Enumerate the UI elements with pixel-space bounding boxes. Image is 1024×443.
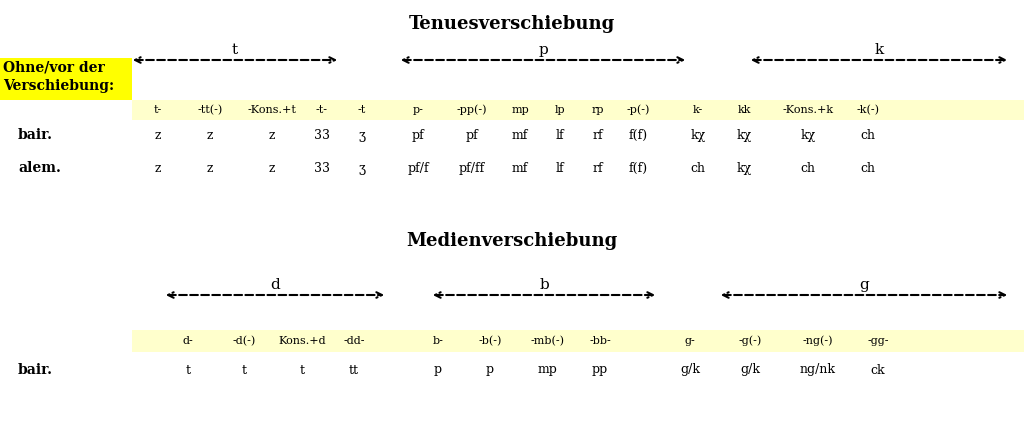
Text: kχ: kχ — [736, 162, 752, 175]
Text: kk: kk — [737, 105, 751, 115]
Text: k: k — [874, 43, 884, 57]
Text: rp: rp — [592, 105, 604, 115]
Text: -Kons.+t: -Kons.+t — [248, 105, 296, 115]
Text: -t-: -t- — [316, 105, 328, 115]
Text: -t: -t — [357, 105, 367, 115]
Text: Verschiebung:: Verschiebung: — [3, 79, 114, 93]
Text: -dd-: -dd- — [343, 336, 365, 346]
Text: z: z — [207, 128, 213, 141]
Text: b: b — [539, 278, 549, 292]
Text: d: d — [270, 278, 280, 292]
Text: mp: mp — [538, 364, 558, 377]
Text: ch: ch — [860, 128, 876, 141]
Text: mf: mf — [512, 128, 528, 141]
Bar — [132, 330, 1024, 352]
Bar — [132, 100, 1024, 120]
Text: mp: mp — [511, 105, 528, 115]
Text: p: p — [434, 364, 442, 377]
Text: k-: k- — [693, 105, 703, 115]
Text: rf: rf — [593, 162, 603, 175]
Text: g-: g- — [685, 336, 695, 346]
Text: alem.: alem. — [18, 161, 60, 175]
Text: mf: mf — [512, 162, 528, 175]
Text: ng/nk: ng/nk — [800, 364, 836, 377]
Text: bair.: bair. — [18, 128, 53, 142]
Text: Ohne/vor der: Ohne/vor der — [3, 60, 104, 74]
Text: g: g — [859, 278, 869, 292]
Text: ck: ck — [870, 364, 886, 377]
Text: t: t — [242, 364, 247, 377]
Text: -ng(-): -ng(-) — [803, 336, 834, 346]
Text: pp: pp — [592, 364, 608, 377]
Text: p: p — [539, 43, 548, 57]
Text: g/k: g/k — [740, 364, 760, 377]
Text: tt: tt — [349, 364, 359, 377]
Text: ʒ: ʒ — [358, 162, 366, 175]
Text: kχ: kχ — [736, 128, 752, 141]
Text: -bb-: -bb- — [589, 336, 611, 346]
Text: g/k: g/k — [680, 364, 700, 377]
Text: t-: t- — [154, 105, 162, 115]
Text: pf/f: pf/f — [408, 162, 429, 175]
Text: -b(-): -b(-) — [478, 336, 502, 346]
Text: kχ: kχ — [690, 128, 706, 141]
Text: -Kons.+k: -Kons.+k — [782, 105, 834, 115]
Text: lf: lf — [556, 128, 564, 141]
Text: f(f): f(f) — [629, 162, 647, 175]
Text: t: t — [232, 43, 238, 57]
Text: -tt(-): -tt(-) — [198, 105, 222, 115]
Text: -gg-: -gg- — [867, 336, 889, 346]
Text: 33: 33 — [314, 128, 330, 141]
Text: lf: lf — [556, 162, 564, 175]
Text: Kons.+d: Kons.+d — [279, 336, 326, 346]
Text: t: t — [299, 364, 304, 377]
Text: z: z — [155, 128, 161, 141]
Text: z: z — [268, 162, 275, 175]
Text: kχ: kχ — [801, 128, 816, 141]
Text: t: t — [185, 364, 190, 377]
Text: -pp(-): -pp(-) — [457, 105, 487, 115]
Text: pf: pf — [466, 128, 478, 141]
Text: z: z — [155, 162, 161, 175]
Text: b-: b- — [432, 336, 443, 346]
Text: lp: lp — [555, 105, 565, 115]
Text: Tenuesverschiebung: Tenuesverschiebung — [409, 15, 615, 33]
Text: Medienverschiebung: Medienverschiebung — [407, 232, 617, 250]
Text: bair.: bair. — [18, 363, 53, 377]
Text: ch: ch — [801, 162, 815, 175]
Text: p-: p- — [413, 105, 424, 115]
Text: f(f): f(f) — [629, 128, 647, 141]
Text: rf: rf — [593, 128, 603, 141]
Text: ch: ch — [690, 162, 706, 175]
Text: p: p — [486, 364, 494, 377]
Text: -d(-): -d(-) — [232, 336, 256, 346]
Text: d-: d- — [182, 336, 194, 346]
Text: pf/ff: pf/ff — [459, 162, 485, 175]
Text: -mb(-): -mb(-) — [531, 336, 565, 346]
Text: -p(-): -p(-) — [627, 105, 649, 115]
Bar — [0, 58, 132, 100]
Text: 33: 33 — [314, 162, 330, 175]
Text: -g(-): -g(-) — [738, 336, 762, 346]
Text: ch: ch — [860, 162, 876, 175]
Text: pf: pf — [412, 128, 424, 141]
Text: z: z — [268, 128, 275, 141]
Text: ʒ: ʒ — [358, 128, 366, 141]
Text: -k(-): -k(-) — [856, 105, 880, 115]
Text: z: z — [207, 162, 213, 175]
